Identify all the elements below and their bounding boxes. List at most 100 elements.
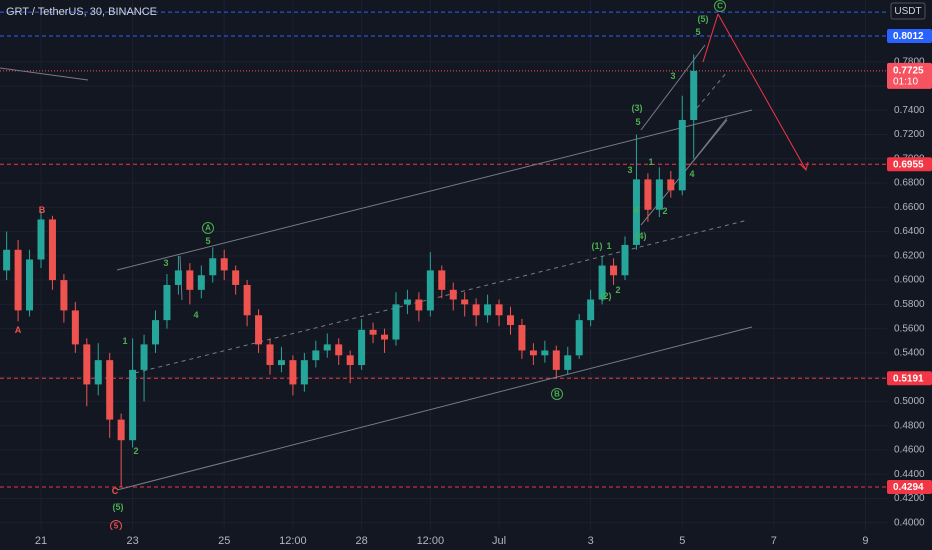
wave-label: 1 (606, 241, 611, 251)
candle-body (678, 119, 686, 191)
wave-label: C (717, 2, 723, 11)
candle-body (655, 179, 663, 210)
candle-body (60, 280, 68, 311)
wave-circle (202, 222, 214, 234)
candle-body (152, 320, 160, 345)
candle-body (83, 344, 91, 385)
countdown: 01:10 (893, 76, 918, 87)
y-tick-label: 0.6200 (894, 250, 925, 261)
arrow-head (799, 161, 809, 171)
price-level-tag (887, 480, 932, 495)
price-level-tag (887, 371, 932, 386)
last-price-tag (887, 62, 932, 89)
currency[interactable]: USDT (894, 6, 921, 17)
x-tick-label: Jul (492, 535, 506, 547)
wave-label: 2 (615, 285, 620, 295)
x-tick-label: 9 (862, 535, 868, 547)
x-tick-label: 7 (771, 535, 777, 547)
wave-label: (5) (698, 14, 709, 24)
trendline (689, 117, 728, 166)
y-tick-label: 0.5000 (894, 396, 925, 407)
y-tick-label: 0.4200 (894, 493, 925, 504)
candle-body (209, 258, 217, 276)
candle-body (690, 70, 698, 120)
candle-body (48, 219, 56, 281)
x-tick-label: 28 (355, 535, 367, 547)
candle-body (632, 179, 640, 245)
candle-body (564, 355, 572, 370)
wave-label: 4 (633, 205, 638, 215)
wave-label: 4 (689, 169, 694, 179)
candle-body (117, 419, 125, 441)
projection-arrow (717, 13, 807, 171)
candle-body (403, 299, 411, 305)
wave-label: 5 (695, 27, 700, 37)
candle-body (495, 304, 503, 316)
y-tick-label: 0.7800 (894, 56, 925, 67)
wave-label: A (15, 325, 22, 335)
price-level-tag (887, 157, 932, 172)
wave-label: 3 (163, 258, 168, 268)
levels (0, 11, 887, 488)
wave-label: (1) (592, 241, 603, 251)
y-tick-label: 0.5400 (894, 348, 925, 359)
candle-body (140, 344, 148, 370)
wave-label: (3) (632, 103, 643, 113)
candle-body (358, 329, 366, 366)
candle-body (197, 275, 205, 290)
trendline (116, 109, 753, 271)
time-axis (0, 530, 932, 550)
candle-body (426, 270, 434, 311)
candle-body (300, 360, 308, 385)
candle-body (415, 299, 423, 311)
trendline (116, 326, 753, 491)
grid (0, 0, 887, 530)
wave-label: 2 (133, 446, 138, 456)
chart-title: GRT / TetherUS, 30, BINANCE (6, 6, 157, 18)
candle-body (472, 304, 480, 316)
candle-body (644, 179, 652, 210)
candle-body (529, 350, 537, 356)
candle-body (232, 270, 240, 285)
wave-label: 5 (635, 117, 640, 127)
wave-label: 3 (627, 165, 632, 175)
y-tick-label: 0.6800 (894, 178, 925, 189)
candle-body (26, 259, 34, 311)
candle-body (14, 249, 22, 311)
x-tick-label: 3 (588, 535, 594, 547)
wave-label: B (554, 390, 560, 399)
candle-body (552, 350, 560, 370)
y-tick-label: 0.4600 (894, 445, 925, 456)
wave-circle (551, 388, 563, 400)
wave-label: (4) (636, 231, 647, 241)
candle-body (621, 244, 629, 276)
candle-body (186, 270, 194, 290)
wave-label: A (205, 224, 211, 233)
y-tick-label: 0.7200 (894, 129, 925, 140)
price-level-label: 0.6955 (893, 159, 924, 170)
wave-label: 5 (114, 522, 119, 531)
currency-box[interactable] (890, 2, 926, 20)
candle-body (587, 299, 595, 321)
wave-label: C (112, 486, 119, 496)
x-tick-label: 12:00 (279, 535, 307, 547)
candle-body (518, 324, 526, 351)
last-price-label: 0.7725 (893, 65, 924, 76)
y-tick-label: 0.6600 (894, 202, 925, 213)
trendline (0, 67, 89, 81)
y-tick-label: 0.5800 (894, 299, 925, 310)
wave-label: 5 (205, 236, 210, 246)
y-tick-label: 0.4400 (894, 469, 925, 480)
candle-body (220, 258, 228, 271)
candle-body (598, 265, 606, 300)
candle-body (484, 304, 492, 316)
wave-label: 2 (662, 206, 667, 216)
y-tick-label: 0.6400 (894, 226, 925, 237)
candle-body (335, 344, 343, 356)
x-tick-label: 25 (218, 535, 230, 547)
projection-line (702, 13, 719, 63)
wave-label: 4 (193, 310, 198, 320)
candle-body (106, 360, 114, 420)
